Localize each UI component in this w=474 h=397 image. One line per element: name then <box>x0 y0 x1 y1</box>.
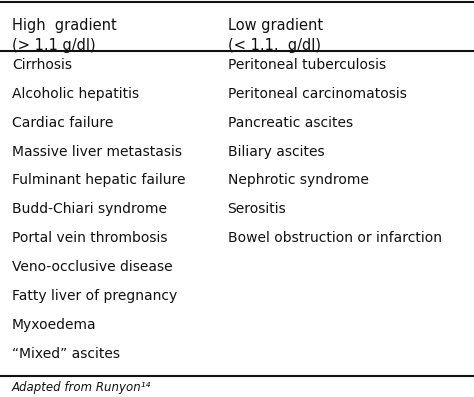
Text: Portal vein thrombosis: Portal vein thrombosis <box>12 231 167 245</box>
Text: Alcoholic hepatitis: Alcoholic hepatitis <box>12 87 139 100</box>
Text: Myxoedema: Myxoedema <box>12 318 97 332</box>
Text: Cardiac failure: Cardiac failure <box>12 116 113 129</box>
Text: Bowel obstruction or infarction: Bowel obstruction or infarction <box>228 231 441 245</box>
Text: Serositis: Serositis <box>228 202 286 216</box>
Text: Pancreatic ascites: Pancreatic ascites <box>228 116 353 129</box>
Text: Peritoneal tuberculosis: Peritoneal tuberculosis <box>228 58 386 71</box>
Text: High  gradient: High gradient <box>12 18 117 33</box>
Text: (< 1.1.  g/dl): (< 1.1. g/dl) <box>228 38 320 53</box>
Text: Budd-Chiari syndrome: Budd-Chiari syndrome <box>12 202 167 216</box>
Text: Fatty liver of pregnancy: Fatty liver of pregnancy <box>12 289 177 303</box>
Text: Nephrotic syndrome: Nephrotic syndrome <box>228 173 368 187</box>
Text: Adapted from Runyon¹⁴: Adapted from Runyon¹⁴ <box>12 381 151 394</box>
Text: (> 1.1 g/dl): (> 1.1 g/dl) <box>12 38 95 53</box>
Text: Fulminant hepatic failure: Fulminant hepatic failure <box>12 173 185 187</box>
Text: Biliary ascites: Biliary ascites <box>228 145 324 158</box>
Text: Peritoneal carcinomatosis: Peritoneal carcinomatosis <box>228 87 406 100</box>
Text: Veno-occlusive disease: Veno-occlusive disease <box>12 260 173 274</box>
Text: “Mixed” ascites: “Mixed” ascites <box>12 347 120 361</box>
Text: Cirrhosis: Cirrhosis <box>12 58 72 71</box>
Text: Massive liver metastasis: Massive liver metastasis <box>12 145 182 158</box>
Text: Low gradient: Low gradient <box>228 18 323 33</box>
